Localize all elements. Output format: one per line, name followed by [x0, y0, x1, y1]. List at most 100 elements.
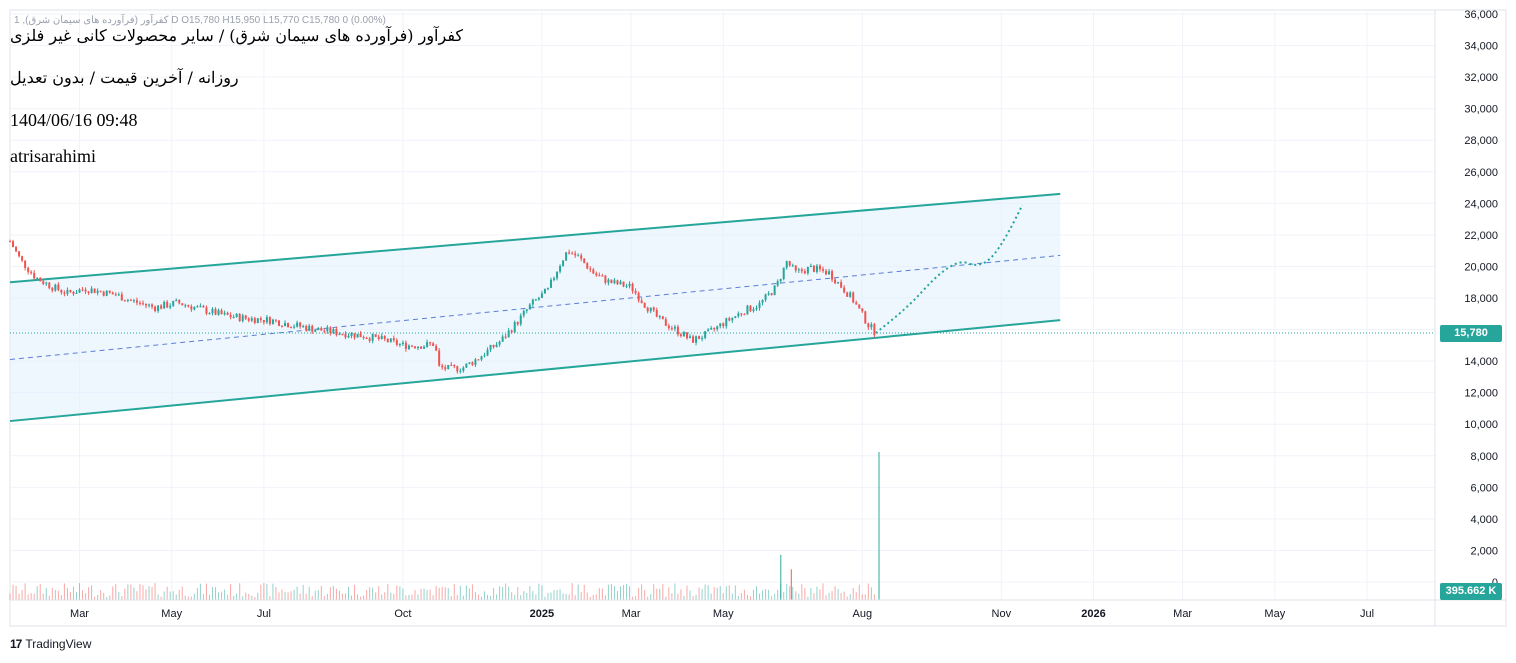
chart-author: atrisarahimi [10, 146, 96, 166]
candle-body [326, 327, 329, 332]
volume-bar [381, 594, 383, 600]
volume-bar [260, 584, 262, 600]
volume-spike [790, 569, 792, 600]
volume-bar [79, 583, 81, 600]
candle-body [253, 318, 256, 323]
volume-bar [142, 585, 144, 600]
volume-bar [861, 594, 863, 600]
candle-body [685, 332, 688, 339]
volume-bar [846, 596, 848, 600]
volume-bar [190, 596, 192, 600]
volume-bar [450, 596, 452, 600]
y-axis[interactable]: 36,000 34,000 32,000 30,000 28,000 26,000 24,0… [1434, 9, 1498, 626]
volume-bar [251, 595, 253, 600]
candle-body [120, 294, 123, 301]
volume-bar [650, 594, 652, 600]
candle-body [151, 304, 154, 307]
candle-body [852, 292, 855, 303]
candle-body [456, 366, 459, 372]
candle-body [631, 283, 634, 292]
candle-body [404, 342, 407, 349]
candle-body [211, 308, 214, 314]
candle-body [510, 330, 513, 333]
candle-body [513, 322, 516, 333]
candle-body [314, 330, 317, 332]
candle-body [610, 279, 613, 284]
volume-bar [514, 594, 516, 600]
candle-body [504, 336, 507, 338]
candle-body [42, 281, 45, 284]
x-axis[interactable]: Mar May Jul Oct 2025 Mar May Aug Nov 2026 Mar May Ju… [10, 599, 1506, 620]
candle-body [60, 289, 63, 293]
volume-bar [825, 595, 827, 600]
volume-bar [686, 585, 688, 600]
candle-body [187, 305, 190, 307]
candle-body [562, 260, 565, 266]
volume-bar [677, 593, 679, 600]
x-tick-label: Aug [852, 608, 872, 620]
candle-body [232, 317, 235, 319]
candle-body [81, 289, 84, 291]
volume-bar [402, 588, 404, 600]
volume-bar [254, 596, 256, 600]
candle-body [193, 307, 196, 310]
candle-body [45, 282, 48, 284]
volume-bar [731, 593, 733, 600]
volume-bar [719, 586, 721, 600]
volume-bar [145, 589, 147, 600]
candle-body [383, 335, 386, 339]
candle-body [63, 292, 66, 294]
volume-bar [94, 596, 96, 600]
candle-body [803, 271, 806, 274]
x-tick-label: Mar [1173, 608, 1192, 620]
volume-bar [768, 589, 770, 600]
candle-body [217, 310, 220, 315]
volume-bar [607, 584, 609, 600]
candle-body [181, 303, 184, 306]
candle-body [628, 283, 631, 287]
candle-body [749, 305, 752, 312]
volume-bar [671, 593, 673, 600]
volume-bar [562, 593, 564, 600]
candle-body [178, 299, 181, 304]
candle-body [809, 265, 812, 268]
volume-bar [816, 586, 818, 600]
candle-body [746, 305, 749, 315]
candle-body [220, 310, 223, 315]
y-tick-label: 30,000 [1464, 104, 1498, 116]
candle-body [679, 334, 682, 337]
volume-bar [290, 591, 292, 600]
candle-body [238, 313, 241, 322]
candle-body [598, 275, 601, 277]
candle-body [821, 269, 824, 271]
candle-body [586, 263, 589, 269]
volume-bar [550, 592, 552, 600]
candle-body [794, 265, 797, 271]
candle-body [537, 297, 540, 300]
volume-bar [822, 583, 824, 600]
candle-body [858, 304, 861, 309]
candle-body [728, 318, 731, 321]
volume-bar [547, 592, 549, 600]
candle-body [649, 307, 652, 312]
candle-body [831, 271, 834, 280]
candle-body [806, 267, 809, 274]
candle-body [818, 265, 821, 270]
y-tick-label: 12,000 [1464, 388, 1498, 400]
candle-body [486, 349, 489, 356]
y-tick-label: 32,000 [1464, 72, 1498, 84]
candle-body [840, 282, 843, 288]
volume-bar [858, 584, 860, 600]
candle-body [595, 273, 598, 276]
tradingview-logo[interactable]: 17 TradingView [10, 637, 91, 651]
volume-bar [351, 595, 353, 600]
volume-bar [632, 596, 634, 600]
candle-body [407, 345, 410, 349]
volume-bar [665, 596, 667, 600]
candle-body [36, 277, 39, 279]
tradingview-mark-icon: 17 [10, 637, 22, 651]
volume-bars [9, 452, 880, 600]
volume-bar [795, 591, 797, 600]
volume-bar [589, 596, 591, 600]
